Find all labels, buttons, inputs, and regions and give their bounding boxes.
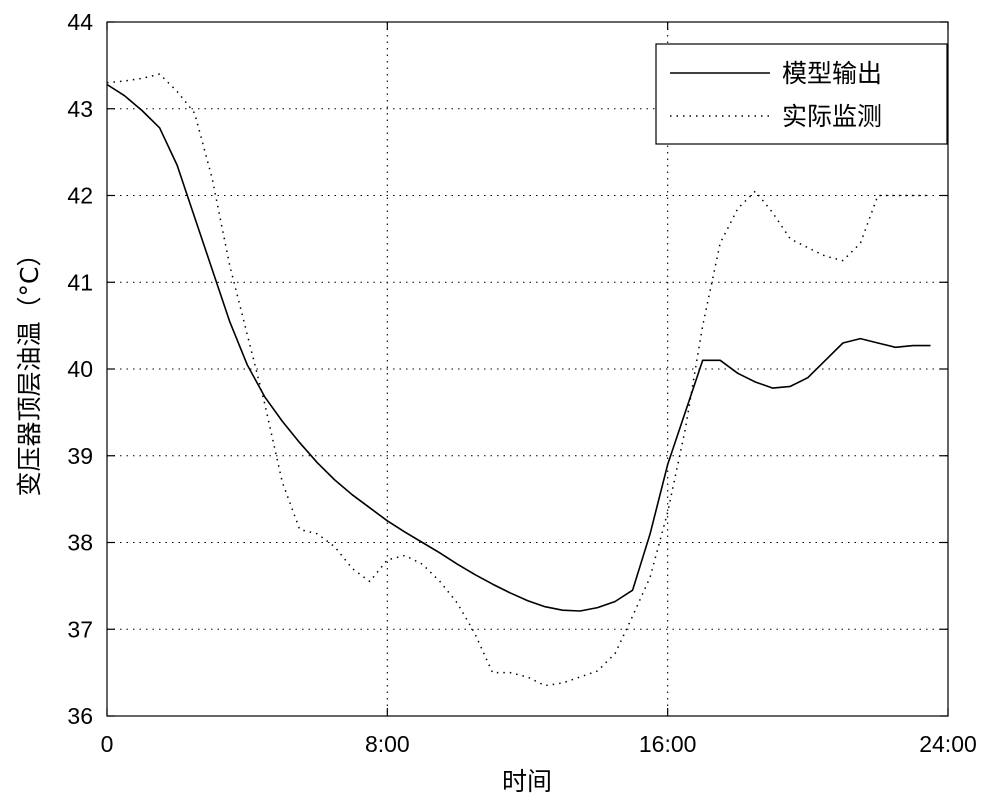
legend: 模型输出 实际监测 [656, 44, 947, 144]
y-tick-label: 36 [67, 703, 93, 729]
y-tick-label: 39 [67, 443, 93, 469]
y-tick-label: 43 [67, 96, 93, 122]
y-tick-label: 42 [67, 183, 93, 209]
x-tick-label: 0 [101, 731, 114, 757]
y-tick-label: 38 [67, 530, 93, 556]
legend-label-measured: 实际监测 [782, 102, 882, 131]
y-tick-label: 44 [67, 9, 93, 35]
legend-label-model: 模型输出 [782, 59, 882, 88]
y-axis-title: 变压器顶层油温（°C） [15, 242, 44, 497]
x-tick-label: 24:00 [919, 731, 977, 757]
y-tick-label: 40 [67, 356, 93, 382]
y-tick-label: 37 [67, 616, 93, 642]
x-tick-label: 8:00 [365, 731, 410, 757]
x-axis-title: 时间 [502, 767, 552, 796]
y-tick-label: 41 [67, 269, 93, 295]
x-tick-label: 16:00 [639, 731, 697, 757]
